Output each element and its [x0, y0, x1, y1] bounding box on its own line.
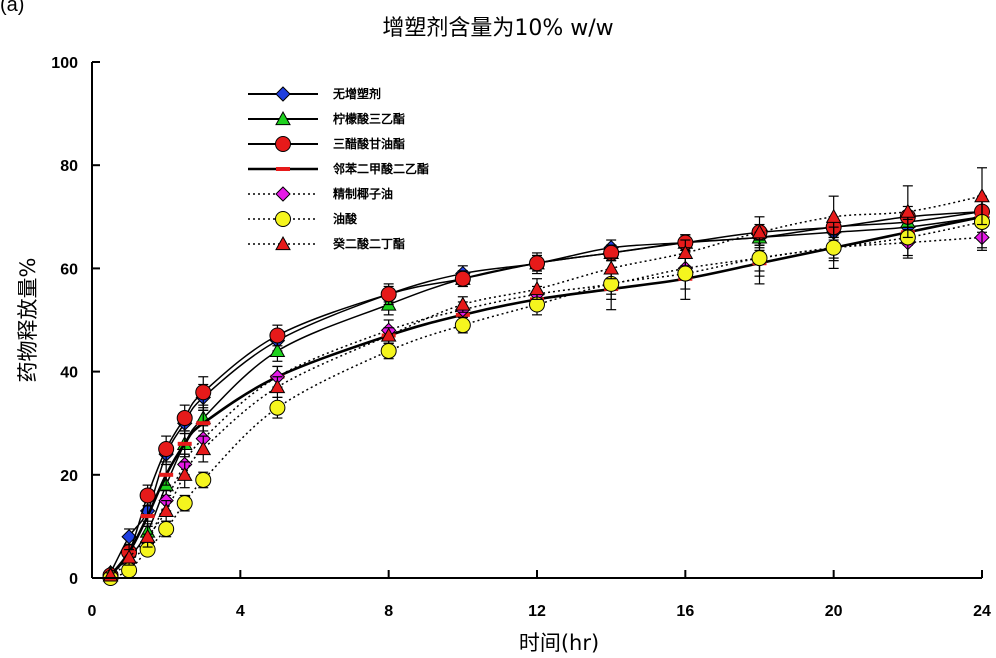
y-axis-title: 药物释放量% [16, 258, 40, 383]
legend-marker [275, 110, 291, 126]
chart-title: 增塑剂含量为10% w/w [382, 16, 614, 41]
series-1 [102, 205, 990, 581]
legend-label: 精制椰子油 [333, 186, 393, 201]
data-point [195, 440, 212, 456]
legend-label: 癸二酸二丁酯 [332, 236, 405, 251]
data-point [454, 317, 471, 334]
series-line [109, 210, 983, 576]
series-3 [102, 200, 990, 584]
data-point [121, 529, 137, 545]
legend-label: 油酸 [333, 211, 358, 226]
data-point [269, 327, 286, 344]
legend-marker [275, 186, 291, 202]
x-tick-label: 8 [384, 603, 393, 620]
legend-item: 油酸 [248, 211, 358, 227]
data-point [195, 471, 212, 488]
data-point [140, 514, 155, 519]
data-point [454, 270, 471, 287]
y-tick-label: 0 [69, 571, 78, 588]
data-point [677, 265, 694, 282]
data-point [751, 224, 768, 239]
ticks-layer: 0 20 40 60 80 100 0 4 8 12 16 20 24 [51, 55, 991, 620]
legend-marker [275, 235, 291, 251]
axes-layer [91, 62, 982, 579]
data-point [825, 208, 842, 223]
data-point [195, 384, 212, 401]
legend-label: 三醋酸甘油酯 [333, 136, 405, 151]
panel-label: (a) [0, 0, 25, 16]
series-line [110, 221, 983, 579]
data-point [177, 441, 192, 446]
x-tick-label: 24 [973, 603, 991, 620]
data-point [139, 487, 156, 504]
y-tick-label: 40 [60, 365, 78, 382]
legend-item: 邻苯二甲酸二乙酯 [248, 161, 429, 176]
series-5 [102, 223, 990, 584]
y-tick-label: 60 [60, 261, 78, 278]
data-point [196, 421, 211, 426]
legend-label: 邻苯二甲酸二乙酯 [332, 161, 429, 176]
series-4 [103, 200, 989, 579]
data-point [454, 296, 471, 311]
y-tick-label: 100 [51, 55, 78, 72]
data-point [269, 399, 286, 416]
x-tick-label: 0 [88, 603, 97, 620]
data-point [825, 239, 842, 256]
series-line [110, 195, 983, 576]
data-point [899, 203, 916, 218]
data-point [158, 520, 175, 537]
legend-item: 癸二酸二丁酯 [248, 235, 405, 251]
data-point [677, 244, 694, 260]
data-point [176, 410, 193, 427]
data-point [751, 250, 768, 267]
x-tick-label: 4 [236, 603, 245, 620]
data-point [158, 441, 175, 457]
y-tick-label: 20 [60, 468, 78, 485]
x-tick-label: 20 [825, 603, 843, 620]
series-2 [102, 200, 990, 579]
legend-marker [275, 86, 291, 102]
data-point [603, 260, 620, 275]
series-6 [102, 195, 990, 586]
series-line [109, 216, 983, 574]
series-line [110, 210, 983, 574]
data-point [380, 286, 397, 303]
legend-label: 无增塑剂 [332, 86, 381, 101]
legend-item: 无增塑剂 [248, 86, 381, 102]
data-point [529, 281, 545, 296]
series-line [110, 236, 983, 577]
legend-label: 柠檬酸三乙酯 [333, 111, 405, 126]
legend-marker [276, 167, 290, 171]
legend-item: 三醋酸甘油酯 [248, 136, 405, 152]
y-tick-label: 80 [60, 158, 78, 175]
x-tick-label: 16 [676, 603, 694, 620]
data-point [176, 466, 193, 481]
data-point [121, 549, 137, 564]
data-point [269, 342, 286, 358]
data-point [974, 188, 990, 203]
x-tick-label: 12 [528, 603, 546, 620]
legend-item: 柠檬酸三乙酯 [248, 110, 405, 126]
series-7 [102, 167, 990, 582]
data-point [139, 528, 156, 543]
series-line [109, 215, 983, 577]
legend-item: 精制椰子油 [248, 186, 393, 202]
legend-marker [275, 211, 291, 227]
series-layer [102, 167, 990, 586]
data-point [176, 495, 193, 512]
data-point [159, 472, 174, 477]
data-point [158, 502, 175, 518]
x-axis-title: 时间(hr) [519, 631, 599, 655]
data-point [380, 342, 397, 359]
legend-marker [275, 136, 291, 152]
data-point [529, 255, 545, 272]
data-point [380, 327, 397, 342]
data-point [269, 379, 286, 394]
